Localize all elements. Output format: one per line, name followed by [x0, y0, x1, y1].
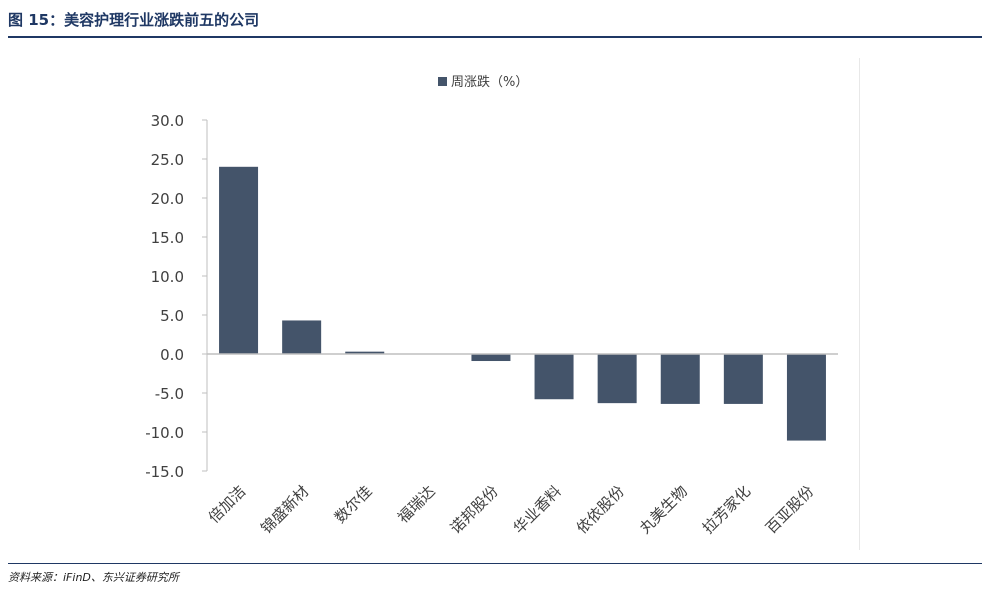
- bar-5: [471, 354, 511, 362]
- y-tick-label: 15.0: [151, 229, 184, 247]
- x-tick-label: 百亚股份: [762, 482, 817, 537]
- y-tick-label: 0.0: [160, 346, 184, 364]
- y-tick-label: 5.0: [160, 307, 184, 325]
- x-tick-label: 数尔佳: [331, 482, 376, 527]
- y-tick-label: -15.0: [145, 463, 184, 481]
- x-tick-label: 福瑞达: [394, 482, 439, 527]
- legend-swatch: [438, 77, 447, 86]
- x-tick-label: 锦盛新材: [257, 482, 312, 537]
- bars: [219, 166, 826, 441]
- legend: 周涨跌（%）: [438, 74, 528, 90]
- y-tick-label: 30.0: [151, 112, 184, 130]
- top-divider: [8, 36, 982, 38]
- source-note: 资料来源：iFinD、东兴证券研究所: [8, 571, 179, 584]
- x-tick-label: 倍加洁: [205, 482, 250, 527]
- chart-container: 周涨跌（%） 30.0 25.0 20.0 15.0 10.0 5.0 0.0 -5.0 -10…: [0, 40, 989, 560]
- bar-1: [219, 166, 259, 354]
- bar-chart: 周涨跌（%） 30.0 25.0 20.0 15.0 10.0 5.0 0.0 -5.0 -10…: [145, 74, 838, 537]
- x-tick-label: 诺邦股份: [447, 482, 502, 537]
- bar-8: [660, 354, 700, 404]
- bar-9: [723, 354, 763, 404]
- x-tick-label: 拉芳家化: [699, 482, 754, 537]
- chart-border: [859, 58, 860, 550]
- y-tick-label: 20.0: [151, 190, 184, 208]
- y-tick-label: -10.0: [145, 424, 184, 442]
- y-tick-label: 25.0: [151, 151, 184, 169]
- y-tick-label: -5.0: [155, 385, 184, 403]
- x-axis-labels: 倍加洁 锦盛新材 数尔佳 福瑞达 诺邦股份 华业香料 依依股份 丸美生物 拉芳家化 百亚股份: [205, 482, 817, 537]
- figure-title: 图 15：美容护理行业涨跌前五的公司: [8, 11, 260, 29]
- bottom-divider: [8, 563, 982, 564]
- x-tick-label: 丸美生物: [636, 482, 691, 537]
- bar-7: [597, 354, 637, 404]
- y-axis: 30.0 25.0 20.0 15.0 10.0 5.0 0.0 -5.0 -10.0 -15.0: [145, 112, 208, 481]
- bar-2: [282, 320, 322, 354]
- y-tick-label: 10.0: [151, 268, 184, 286]
- bar-10: [786, 354, 826, 441]
- bar-3: [345, 351, 385, 354]
- x-tick-label: 华业香料: [510, 482, 565, 537]
- legend-label: 周涨跌（%）: [451, 74, 528, 90]
- x-tick-label: 依依股份: [573, 482, 628, 537]
- bar-6: [534, 354, 574, 400]
